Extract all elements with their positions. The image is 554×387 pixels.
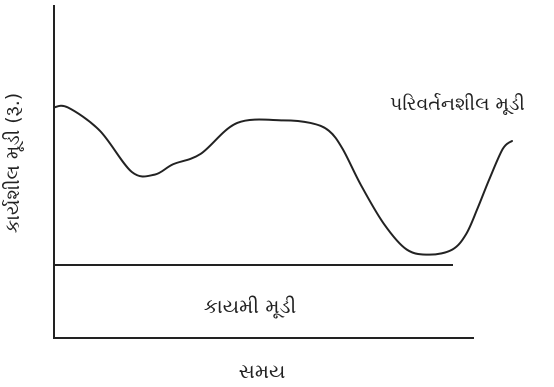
series-line-variable-capital <box>53 104 513 256</box>
variable-capital-label: પરિવર્તનશીલ મૂડી <box>390 93 525 115</box>
y-axis-label: કાર્યશીલ મૂડી (રૂ.) <box>2 93 24 233</box>
x-axis-label: સમય <box>239 359 286 383</box>
fixed-capital-label: કાયમી મૂડી <box>204 294 296 318</box>
